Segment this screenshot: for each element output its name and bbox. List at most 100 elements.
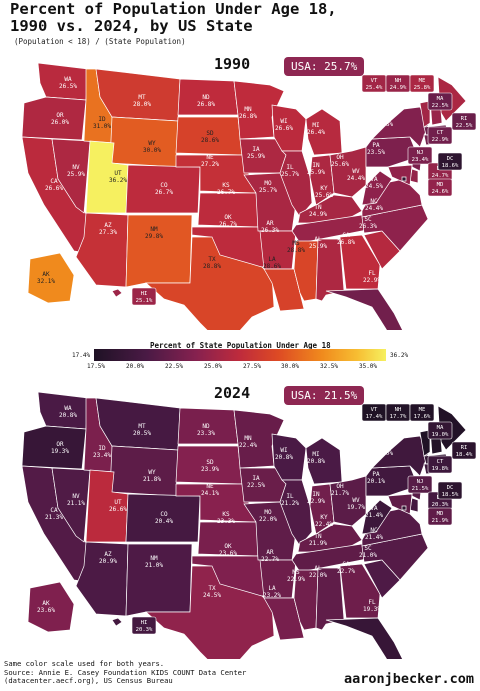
svg-text:IL: IL xyxy=(286,164,294,171)
svg-text:DC: DC xyxy=(447,156,454,162)
state-hi xyxy=(111,617,123,627)
svg-text:FL: FL xyxy=(368,599,376,606)
state-wy xyxy=(109,116,179,168)
svg-text:TN: TN xyxy=(314,533,322,540)
state-ak xyxy=(27,252,75,304)
svg-text:22.5%: 22.5% xyxy=(247,482,265,489)
svg-text:25.9%: 25.9% xyxy=(247,153,265,160)
state-tx xyxy=(145,236,275,330)
svg-text:PA: PA xyxy=(372,471,380,478)
brand-link[interactable]: aaronjbecker.com xyxy=(343,671,474,687)
svg-text:NJ: NJ xyxy=(417,150,424,156)
colorbar-tick: 30.0% xyxy=(280,363,300,370)
colorbar-tick: 17.5% xyxy=(86,363,106,370)
svg-text:17.6%: 17.6% xyxy=(414,414,431,420)
svg-text:23.8%: 23.8% xyxy=(375,121,393,128)
state-or xyxy=(21,425,87,470)
svg-text:23.5%: 23.5% xyxy=(367,149,385,156)
svg-text:WV: WV xyxy=(352,168,360,175)
state-ky xyxy=(297,523,363,553)
svg-text:26.8%: 26.8% xyxy=(239,113,257,120)
svg-text:23.3%: 23.3% xyxy=(197,430,215,437)
svg-text:25.9%: 25.9% xyxy=(307,169,325,176)
svg-text:20.1%: 20.1% xyxy=(367,478,385,485)
svg-text:NE: NE xyxy=(206,154,214,161)
state-tx xyxy=(145,565,275,659)
svg-text:ID: ID xyxy=(98,116,106,123)
svg-text:MA: MA xyxy=(437,96,444,102)
state-mn xyxy=(233,409,285,469)
svg-text:21.4%: 21.4% xyxy=(365,534,383,541)
svg-text:VT: VT xyxy=(371,78,378,84)
svg-text:19.8%: 19.8% xyxy=(432,466,449,472)
svg-text:NE: NE xyxy=(206,483,214,490)
svg-text:22.9%: 22.9% xyxy=(432,137,449,143)
svg-text:IN: IN xyxy=(312,491,320,498)
svg-text:CT: CT xyxy=(437,130,444,136)
svg-text:26.6%: 26.6% xyxy=(109,506,127,513)
svg-text:24.9%: 24.9% xyxy=(309,211,327,218)
svg-text:VA: VA xyxy=(370,176,378,183)
colorbar xyxy=(94,349,386,361)
svg-text:NY: NY xyxy=(380,443,388,450)
state-wv xyxy=(361,499,393,535)
svg-text:22.9%: 22.9% xyxy=(363,277,381,284)
svg-text:26.3%: 26.3% xyxy=(261,227,279,234)
svg-text:26.7%: 26.7% xyxy=(217,189,235,196)
svg-text:25.4%: 25.4% xyxy=(366,85,383,91)
svg-text:TN: TN xyxy=(314,204,322,211)
svg-text:24.7%: 24.7% xyxy=(432,173,449,179)
svg-text:ND: ND xyxy=(202,423,210,430)
svg-text:ME: ME xyxy=(419,78,426,84)
svg-text:22.7%: 22.7% xyxy=(337,568,355,575)
svg-text:AR: AR xyxy=(266,549,274,556)
svg-text:OR: OR xyxy=(56,441,64,448)
footer-note: Same color scale used for both years. So… xyxy=(4,659,247,686)
svg-text:LA: LA xyxy=(268,256,276,263)
svg-text:25.6%: 25.6% xyxy=(331,161,349,168)
svg-text:23.2%: 23.2% xyxy=(263,592,281,599)
svg-text:27.2%: 27.2% xyxy=(201,161,219,168)
svg-text:26.8%: 26.8% xyxy=(197,101,215,108)
svg-text:KS: KS xyxy=(222,511,230,518)
svg-text:WV: WV xyxy=(352,497,360,504)
svg-text:20.0%: 20.0% xyxy=(375,450,393,457)
svg-text:ID: ID xyxy=(98,445,106,452)
svg-text:23.4%: 23.4% xyxy=(93,452,111,459)
svg-text:26.8%: 26.8% xyxy=(337,239,355,246)
